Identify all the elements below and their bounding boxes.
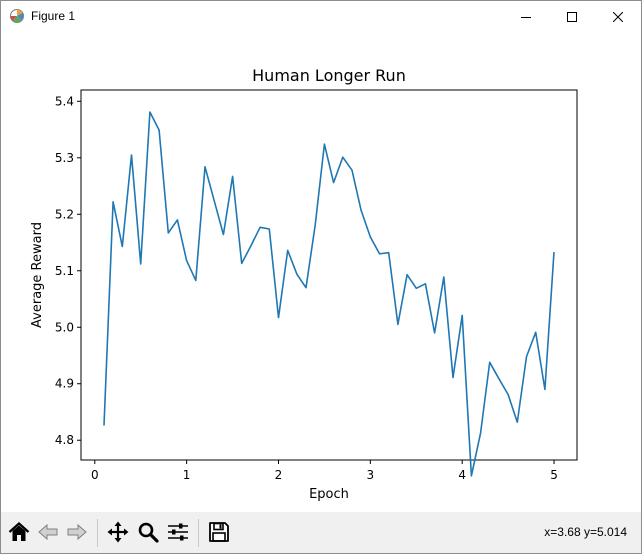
y-tick-label: 5.2 [55, 207, 74, 221]
back-button[interactable] [35, 519, 61, 545]
title-bar[interactable]: Figure 1 [1, 1, 641, 32]
line-chart: Human Longer Run 0 1 2 3 4 5 4.8 4.9 5.0 5.1 5.2 5… [30, 66, 578, 502]
figure-canvas[interactable]: Human Longer Run 0 1 2 3 4 5 4.8 4.9 5.0 5.1 5.2 5… [1, 32, 641, 512]
sliders-icon [168, 523, 188, 541]
x-tick-label: 0 [91, 468, 99, 482]
back-arrow-icon [38, 523, 58, 541]
y-tick-label: 4.9 [55, 377, 74, 391]
y-tick-label: 5.3 [55, 151, 74, 165]
window-title: Figure 1 [31, 9, 76, 23]
forward-button[interactable] [64, 519, 90, 545]
toolbar-separator [97, 519, 98, 547]
maximize-icon [567, 11, 577, 22]
x-tick-label: 4 [458, 468, 466, 482]
navigation-toolbar: x=3.68 y=5.014 [1, 512, 641, 553]
y-axis-label: Average Reward [30, 222, 45, 328]
configure-subplots-button[interactable] [165, 519, 191, 545]
maximize-button[interactable] [549, 1, 595, 32]
plot-area [80, 89, 578, 461]
x-axis-label: Epoch [309, 487, 349, 502]
chart-title: Human Longer Run [252, 66, 406, 85]
y-tick-label: 5.4 [55, 94, 74, 108]
x-axis: 0 1 2 3 4 5 [91, 460, 558, 482]
zoom-button[interactable] [135, 519, 161, 545]
y-axis: 4.8 4.9 5.0 5.1 5.2 5.3 5.4 [55, 94, 81, 447]
minimize-icon [521, 16, 531, 18]
series-line [103, 111, 555, 477]
cursor-coordinates: x=3.68 y=5.014 [544, 525, 627, 539]
floppy-disk-icon [209, 522, 229, 542]
y-tick-label: 4.8 [55, 433, 74, 447]
home-button[interactable] [6, 519, 32, 545]
home-icon [8, 522, 30, 541]
toolbar-separator [198, 519, 199, 547]
x-tick-label: 2 [275, 468, 283, 482]
pan-button[interactable] [105, 519, 131, 545]
y-tick-label: 5.0 [55, 320, 74, 334]
save-button[interactable] [206, 519, 232, 545]
matplotlib-icon [9, 8, 25, 24]
magnifier-icon [138, 522, 159, 543]
y-tick-label: 5.1 [55, 264, 74, 278]
close-button[interactable] [595, 1, 641, 32]
forward-arrow-icon [67, 523, 87, 541]
move-icon [107, 521, 129, 543]
close-icon [613, 11, 623, 22]
x-tick-label: 3 [367, 468, 375, 482]
x-tick-label: 1 [183, 468, 191, 482]
x-tick-label: 5 [550, 468, 558, 482]
minimize-button[interactable] [503, 1, 549, 32]
